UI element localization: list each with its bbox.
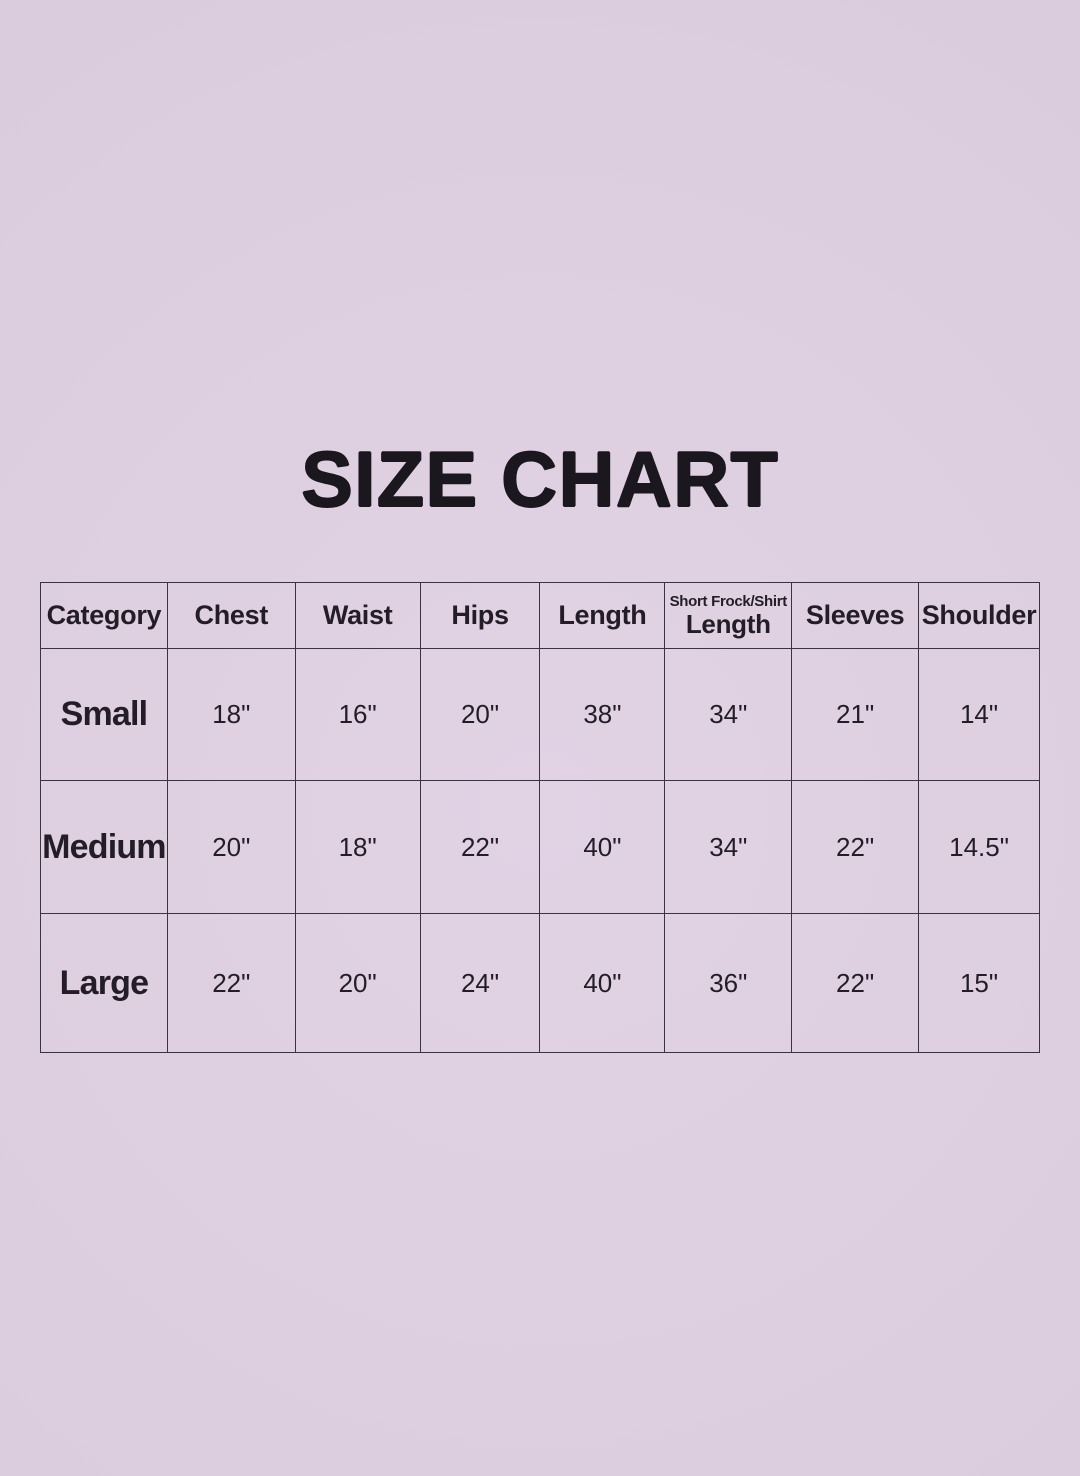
large-length-value: 40" (539, 913, 666, 1053)
category-label-small: Small (40, 648, 168, 781)
medium-shoulder-value: 14.5" (918, 780, 1040, 914)
table-header-row: Category Chest Waist Hips Length Short F… (40, 582, 1040, 649)
table-row-medium: Medium 20" 18" 22" 40" 34" 22" 14.5" (40, 780, 1040, 914)
small-waist-value: 16" (294, 648, 421, 781)
header-cell-short-frock-shirt-length: Short Frock/Shirt Length (664, 582, 793, 649)
small-length-value: 38" (539, 648, 666, 781)
header-cell-sleeves: Sleeves (791, 582, 920, 649)
header-mainline-length: Length (685, 608, 771, 639)
large-waist-value: 20" (294, 913, 421, 1053)
category-label-large: Large (40, 913, 168, 1053)
header-subline-short-frock-shirt: Short Frock/Shirt (669, 592, 788, 610)
header-cell-category: Category (40, 582, 168, 649)
medium-sleeves-value: 22" (791, 780, 920, 914)
size-chart-table: Category Chest Waist Hips Length Short F… (40, 582, 1040, 1053)
header-cell-length: Length (539, 582, 666, 649)
large-short-frock-length-value: 36" (664, 913, 793, 1053)
small-shoulder-value: 14" (918, 648, 1040, 781)
table-row-small: Small 18" 16" 20" 38" 34" 21" 14" (40, 648, 1040, 781)
medium-short-frock-length-value: 34" (664, 780, 793, 914)
header-cell-waist: Waist (294, 582, 421, 649)
large-hips-value: 24" (419, 913, 541, 1053)
small-chest-value: 18" (166, 648, 296, 781)
medium-waist-value: 18" (294, 780, 421, 914)
medium-chest-value: 20" (166, 780, 296, 914)
header-cell-shoulder: Shoulder (918, 582, 1040, 649)
header-cell-hips: Hips (419, 582, 541, 649)
large-sleeves-value: 22" (791, 913, 920, 1053)
small-hips-value: 20" (419, 648, 541, 781)
small-sleeves-value: 21" (791, 648, 920, 781)
medium-hips-value: 22" (419, 780, 541, 914)
large-chest-value: 22" (166, 913, 296, 1053)
medium-length-value: 40" (539, 780, 666, 914)
small-short-frock-length-value: 34" (664, 648, 793, 781)
table-row-large: Large 22" 20" 24" 40" 36" 22" 15" (40, 913, 1040, 1053)
category-label-medium: Medium (40, 780, 168, 914)
page-title: SIZE CHART (301, 435, 779, 523)
header-cell-chest: Chest (166, 582, 296, 649)
large-shoulder-value: 15" (918, 913, 1040, 1053)
